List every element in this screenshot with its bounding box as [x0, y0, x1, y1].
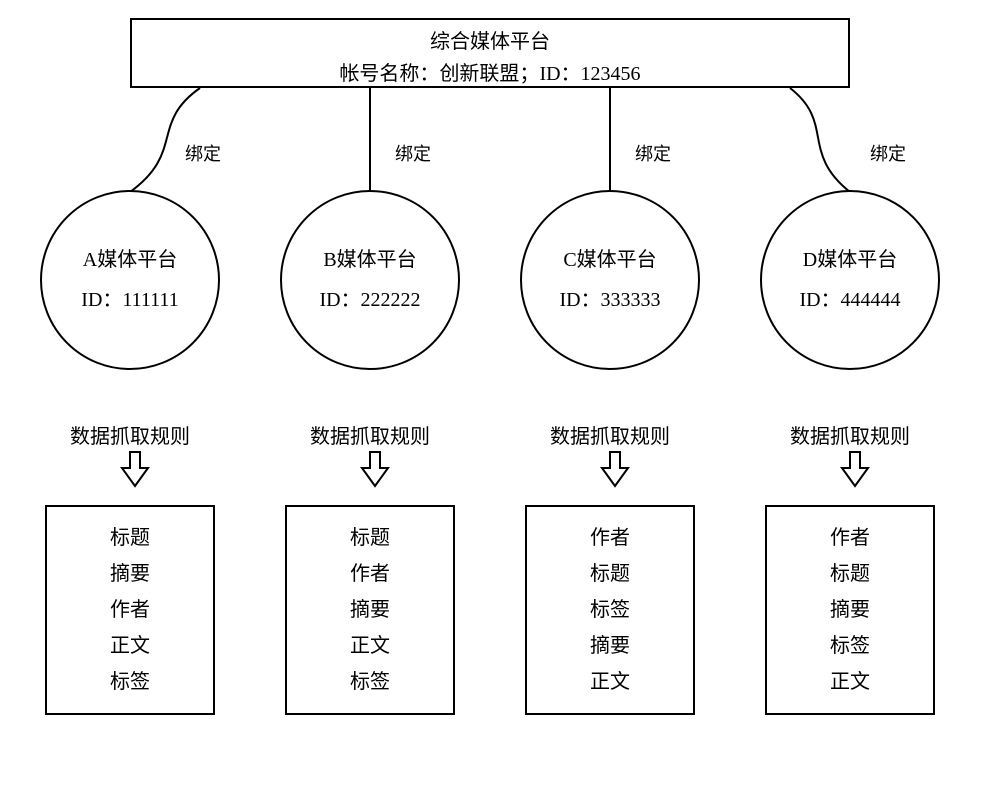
- down-arrow-c: [595, 450, 635, 488]
- field-b-2: 摘要: [350, 592, 390, 628]
- bind-label-c: 绑定: [635, 140, 671, 166]
- id-label: ID：: [539, 63, 580, 85]
- field-d-0: 作者: [830, 520, 870, 556]
- field-a-1: 摘要: [110, 556, 150, 592]
- field-c-1: 标题: [590, 556, 630, 592]
- bind-label-a: 绑定: [185, 140, 221, 166]
- platform-id-b: ID：222222: [319, 280, 420, 320]
- field-d-3: 标签: [830, 628, 870, 664]
- field-c-2: 标签: [590, 592, 630, 628]
- platform-id-d: ID：444444: [799, 280, 900, 320]
- integrated-platform-box: 综合媒体平台 帐号名称：创新联盟；ID：123456: [130, 18, 850, 88]
- field-d-2: 摘要: [830, 592, 870, 628]
- down-arrow-b: [355, 450, 395, 488]
- platform-circle-c: C媒体平台ID：333333: [520, 190, 700, 370]
- bind-label-d: 绑定: [870, 140, 906, 166]
- field-d-4: 正文: [830, 664, 870, 700]
- rule-label-b: 数据抓取规则: [280, 420, 460, 449]
- fields-box-b: 标题作者摘要正文标签: [285, 505, 455, 715]
- platform-name-d: D媒体平台: [803, 240, 897, 280]
- fields-box-a: 标题摘要作者正文标签: [45, 505, 215, 715]
- field-b-1: 作者: [350, 556, 390, 592]
- field-a-4: 标签: [110, 664, 150, 700]
- platform-circle-d: D媒体平台ID：444444: [760, 190, 940, 370]
- rule-label-d: 数据抓取规则: [760, 420, 940, 449]
- fields-box-d: 作者标题摘要标签正文: [765, 505, 935, 715]
- field-b-4: 标签: [350, 664, 390, 700]
- platform-id-a: ID：111111: [81, 280, 178, 320]
- field-a-2: 作者: [110, 592, 150, 628]
- bind-label-b: 绑定: [395, 140, 431, 166]
- id-value: 123456: [581, 63, 641, 85]
- platform-name-c: C媒体平台: [563, 240, 656, 280]
- down-arrow-d: [835, 450, 875, 488]
- platform-id-c: ID：333333: [559, 280, 660, 320]
- field-c-4: 正文: [590, 664, 630, 700]
- platform-name-a: A媒体平台: [83, 240, 177, 280]
- platform-title: 综合媒体平台: [132, 26, 848, 58]
- rule-label-c: 数据抓取规则: [520, 420, 700, 449]
- field-d-1: 标题: [830, 556, 870, 592]
- platform-name-b: B媒体平台: [323, 240, 416, 280]
- account-name: 创新联盟；: [439, 63, 539, 85]
- field-c-3: 摘要: [590, 628, 630, 664]
- field-a-0: 标题: [110, 520, 150, 556]
- down-arrow-a: [115, 450, 155, 488]
- fields-box-c: 作者标题标签摘要正文: [525, 505, 695, 715]
- field-b-3: 正文: [350, 628, 390, 664]
- platform-circle-b: B媒体平台ID：222222: [280, 190, 460, 370]
- field-a-3: 正文: [110, 628, 150, 664]
- field-c-0: 作者: [590, 520, 630, 556]
- field-b-0: 标题: [350, 520, 390, 556]
- account-label: 帐号名称：: [339, 63, 439, 85]
- rule-label-a: 数据抓取规则: [40, 420, 220, 449]
- platform-account-line: 帐号名称：创新联盟；ID：123456: [132, 58, 848, 90]
- platform-circle-a: A媒体平台ID：111111: [40, 190, 220, 370]
